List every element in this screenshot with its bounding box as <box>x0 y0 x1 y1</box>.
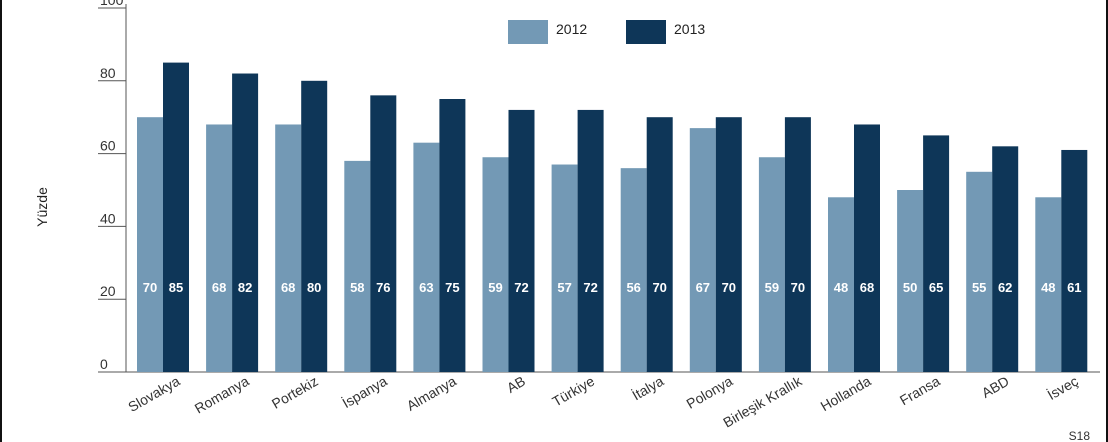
legend: 2012 2013 <box>508 20 705 44</box>
value-label-2013: 75 <box>445 280 459 295</box>
bar-2013 <box>577 109 604 373</box>
bar-2012 <box>413 142 440 372</box>
bar-2013 <box>1061 149 1088 372</box>
value-label-2012: 67 <box>696 280 710 295</box>
value-label-2012: 58 <box>350 280 364 295</box>
bar-2013 <box>508 109 535 373</box>
value-label-2013: 65 <box>929 280 943 295</box>
value-label-2012: 59 <box>765 280 779 295</box>
value-label-2012: 48 <box>834 280 848 295</box>
bar-2013 <box>646 117 673 372</box>
legend-swatch-2013 <box>626 20 666 44</box>
category-label: Romanya <box>192 373 252 417</box>
value-label-2013: 61 <box>1067 280 1081 295</box>
y-tick-label: 60 <box>100 138 116 154</box>
value-label-2013: 70 <box>791 280 805 295</box>
value-label-2012: 50 <box>903 280 917 295</box>
category-label: Birleşik Krallık <box>720 372 805 430</box>
bar-2013 <box>923 135 950 372</box>
category-label: ABD <box>979 373 1012 401</box>
bar-2013 <box>370 95 397 373</box>
value-label-2013: 70 <box>652 280 666 295</box>
legend-label-2012: 2012 <box>556 21 587 37</box>
bar-2012 <box>758 157 785 372</box>
category-label: Portekiz <box>269 373 321 412</box>
bar-2012 <box>275 124 302 372</box>
value-label-2012: 68 <box>281 280 295 295</box>
value-label-2013: 72 <box>514 280 528 295</box>
category-label: Fransa <box>897 373 943 409</box>
bar-2012 <box>1035 197 1062 372</box>
bar-2012 <box>897 190 924 372</box>
bar-2012 <box>620 168 647 372</box>
category-label: İsveç <box>1044 372 1081 403</box>
bar-2012 <box>551 164 578 372</box>
value-label-2012: 55 <box>972 280 986 295</box>
y-tick-label: 0 <box>100 356 108 372</box>
value-label-2013: 68 <box>860 280 874 295</box>
bar-2012 <box>344 160 371 372</box>
value-label-2013: 85 <box>169 280 183 295</box>
bar-2013 <box>715 117 742 372</box>
category-label: Polonya <box>683 373 735 412</box>
bar-2012 <box>689 128 716 372</box>
category-label: Hollanda <box>818 373 874 415</box>
category-label: Türkiye <box>549 373 597 410</box>
category-label: İspanya <box>339 372 390 411</box>
value-labels: 70 85 68 82 68 80 58 76 63 75 59 72 57 72 56 70 67 70 59 70… <box>143 280 1082 295</box>
legend-label-2013: 2013 <box>674 21 705 37</box>
value-label-2012: 63 <box>419 280 433 295</box>
value-label-2013: 70 <box>722 280 736 295</box>
y-axis-label: Yüzde <box>34 187 50 227</box>
y-tick-label: 40 <box>100 210 116 226</box>
category-label: Slovakya <box>125 373 182 415</box>
value-label-2012: 59 <box>488 280 502 295</box>
bar-2013 <box>854 124 880 372</box>
y-tick-label: 80 <box>100 65 116 81</box>
value-label-2012: 48 <box>1041 280 1055 295</box>
bar-2012 <box>482 157 509 372</box>
category-labels: Slovakya Romanya Portekiz İspanya Almanya AB T… <box>125 372 1081 431</box>
bar-2013 <box>992 146 1019 372</box>
bar-2012 <box>137 117 163 372</box>
category-label: Almanya <box>404 373 459 414</box>
value-label-2012: 68 <box>212 280 226 295</box>
category-label: İtalya <box>629 372 667 404</box>
y-tick-label: 100 <box>100 0 124 8</box>
value-label-2012: 70 <box>143 280 157 295</box>
bar-2013 <box>301 80 328 373</box>
value-label-2013: 76 <box>376 280 390 295</box>
bar-2013 <box>163 62 189 372</box>
value-label-2013: 72 <box>583 280 597 295</box>
bar-2013 <box>784 117 811 372</box>
bar-2012 <box>966 171 993 372</box>
bar-2012 <box>828 197 854 372</box>
footer-code: S18 <box>1069 429 1091 442</box>
category-label: AB <box>504 373 528 396</box>
bars-group <box>137 62 1088 373</box>
value-label-2012: 56 <box>626 280 640 295</box>
value-label-2013: 62 <box>998 280 1012 295</box>
bar-2013 <box>232 73 259 373</box>
value-label-2012: 57 <box>557 280 571 295</box>
legend-swatch-2012 <box>508 20 548 44</box>
bar-2013 <box>439 99 466 372</box>
y-tick-label: 20 <box>100 283 116 299</box>
bar-2012 <box>206 124 233 372</box>
value-label-2013: 80 <box>307 280 321 295</box>
value-label-2013: 82 <box>238 280 252 295</box>
